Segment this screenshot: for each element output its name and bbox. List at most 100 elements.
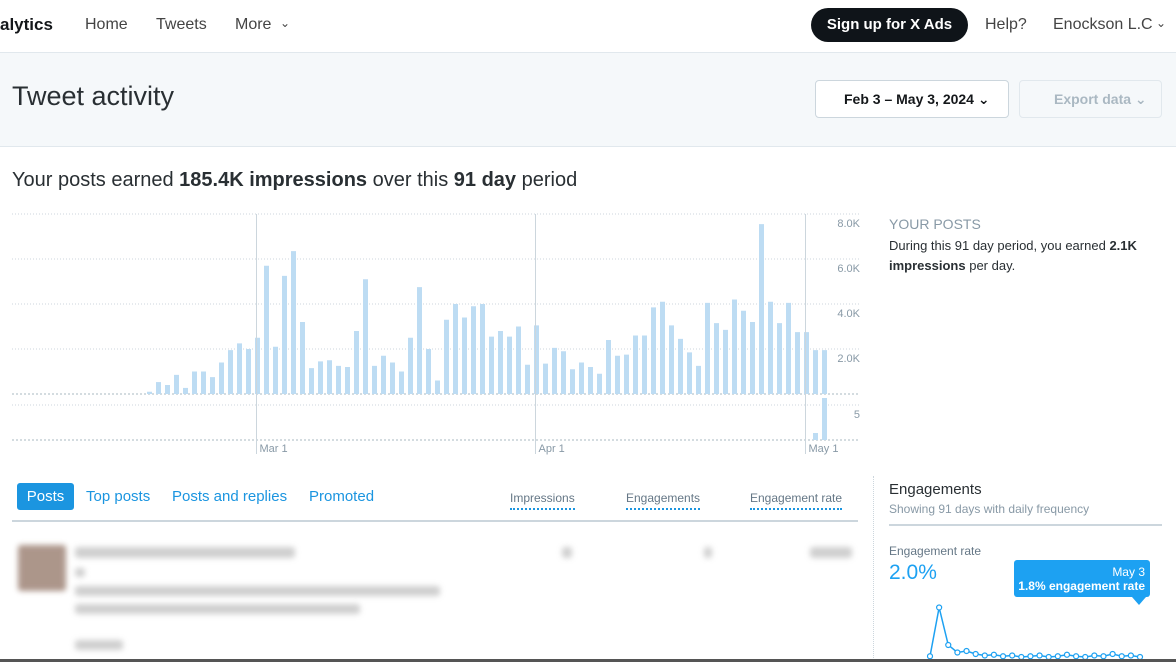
bar [552,347,557,394]
bar [174,374,179,394]
summary-days: 91 day [453,169,517,191]
nav-link[interactable]: Home [85,16,128,33]
chevron: ⌄ [280,16,291,30]
engagement-point [926,653,934,660]
blurred-text [75,586,440,596]
engagement-point [945,641,952,649]
nav-link[interactable]: Tweets [156,16,207,33]
chevron: ⌄ [1156,16,1167,30]
bar [444,319,449,394]
bar [822,398,827,440]
bar [723,329,728,394]
bar [714,323,719,394]
bar [210,377,215,394]
bar [228,350,233,394]
bar [273,346,278,394]
bar [669,325,674,394]
engagement-point [981,652,988,659]
tab[interactable]: Top posts [86,488,151,505]
bar [651,307,656,394]
bar [489,336,494,394]
bar [246,349,251,394]
engagement-point [999,653,1007,660]
bar [480,304,485,394]
ads-button[interactable]: Sign up for X Ads [811,8,968,42]
nav-bar: alytics Home Tweets More ⌄ Sign up for X… [0,0,1176,53]
bar [507,336,512,394]
bar [417,287,422,394]
y-tick-label: 4.0K [837,308,860,320]
tab[interactable]: Posts and replies [172,488,288,505]
bar [732,299,737,394]
metric-label: Engagement rate [889,544,982,558]
bar [363,279,368,394]
bar [435,380,440,394]
metric-value: 2.0% [889,561,937,584]
bar [219,362,224,394]
bar [390,362,395,394]
tab[interactable]: Promoted [309,488,375,505]
bar [642,335,647,394]
blurred-text [704,547,712,558]
bar [354,331,359,394]
bar [750,322,755,394]
bar [300,322,305,394]
bar [408,337,413,394]
tooltip-date: May 3 [1112,565,1145,579]
summary: Your posts earned 185.4K impressions ove… [12,169,577,192]
engagement-point [1036,652,1043,659]
bar [534,325,539,394]
bar [705,302,710,394]
bar [237,343,242,394]
bar [822,350,827,394]
engagement-point [990,651,998,658]
side-text: During this 91 day period, you earned 2.… [889,236,1169,276]
bar [660,301,665,394]
tooltip-text: 1.8% engagement rate [1018,579,1145,593]
account-menu[interactable]: Enockson L.C [1053,16,1153,33]
side-heading: YOUR POSTS [889,216,981,232]
engagement-point [1100,653,1107,660]
bar [183,387,188,394]
brand[interactable]: alytics [0,15,53,34]
page-title: Tweet activity [12,81,175,111]
bar [678,338,683,394]
engagements-title: Engagements [889,481,982,498]
side-text-part: per day. [969,258,1016,273]
bar [561,351,566,394]
tab-active[interactable]: Posts [17,483,74,510]
bar [318,361,323,394]
bar [156,382,161,394]
panel-rule [889,524,1162,526]
summary-text: Your posts earned [12,169,174,191]
blurred-text [75,547,295,558]
x-tick-label: Apr 1 [539,443,565,455]
date-range: Feb 3 – May 3, 2024 [844,91,974,107]
summary-text: over this [372,169,449,191]
bar [588,367,593,394]
engagement-point [1054,653,1061,660]
bar [327,360,332,394]
nav-link[interactable]: More [235,16,272,33]
table-rule [12,520,858,522]
bar [615,355,620,394]
bar [165,385,170,394]
x-tick-label: May 1 [809,443,839,455]
help-link[interactable]: Help? [985,16,1027,33]
y-tick-label: 2.0K [837,353,860,365]
date-range-button[interactable]: Feb 3 – May 3, 2024 ⌄ [815,80,1009,118]
column-header[interactable]: Engagements [626,491,701,510]
blurred-text [75,604,360,614]
bar [147,391,152,394]
column-header[interactable]: Engagement rate [750,491,843,510]
bar [282,275,287,394]
bar [741,310,746,394]
bar [543,363,548,394]
export-button[interactable]: Export data ⌄ [1019,80,1162,118]
header-band: Tweet activity Feb 3 – May 3, 2024 ⌄ Exp… [0,53,1176,147]
column-header[interactable]: Impressions [510,491,575,510]
engagements-subtitle: Showing 91 days with daily frequency [889,502,1090,516]
bottom-edge [0,659,1176,662]
engagement-point [1027,653,1034,660]
bar [624,354,629,394]
